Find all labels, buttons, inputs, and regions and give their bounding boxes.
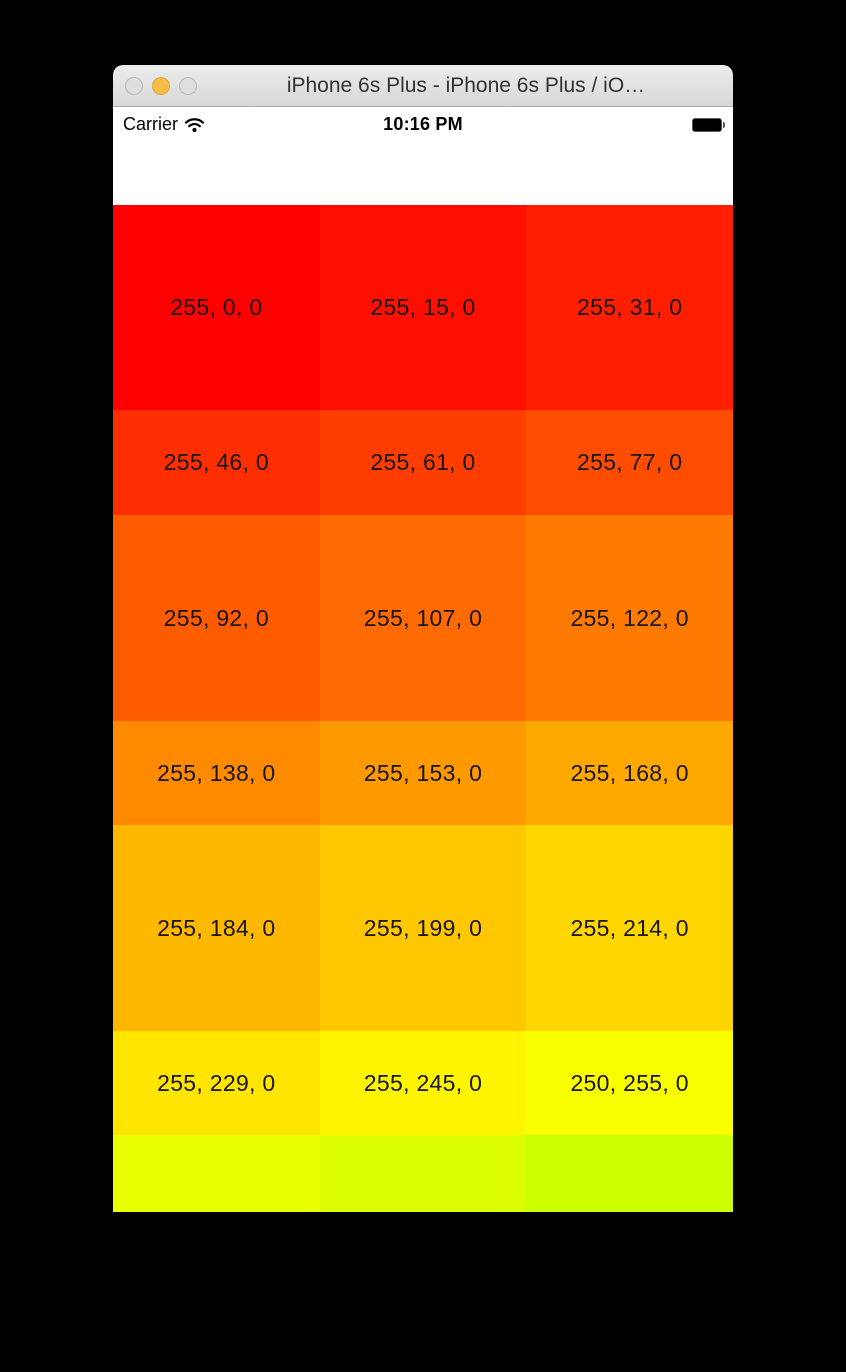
color-cell-label: 255, 229, 0 — [157, 1069, 276, 1096]
color-cell[interactable]: 255, 31, 0 — [526, 205, 734, 410]
color-cell[interactable]: 255, 46, 0 — [113, 410, 320, 515]
color-cell[interactable] — [526, 1135, 734, 1212]
window-title: iPhone 6s Plus - iPhone 6s Plus / iO… — [286, 73, 646, 97]
grid-row: 255, 138, 0 255, 153, 0 255, 168, 0 — [113, 721, 734, 825]
color-cell[interactable]: 255, 184, 0 — [113, 825, 320, 1031]
grid-row — [113, 1135, 734, 1212]
color-cell-label: 255, 184, 0 — [157, 914, 276, 941]
color-cell[interactable]: 255, 92, 0 — [113, 515, 320, 721]
color-cell-label: 250, 255, 0 — [570, 1069, 689, 1096]
color-cell[interactable]: 255, 229, 0 — [113, 1031, 320, 1135]
color-cell[interactable]: 255, 153, 0 — [319, 721, 527, 825]
grid-row: 255, 229, 0 255, 245, 0 250, 255, 0 — [113, 1031, 734, 1135]
status-bar-gap — [113, 140, 733, 205]
color-cell[interactable] — [319, 1135, 527, 1212]
color-cell[interactable]: 255, 168, 0 — [526, 721, 734, 825]
grid-row: 255, 0, 0 255, 15, 0 255, 31, 0 — [113, 205, 734, 410]
window-titlebar[interactable]: iPhone 6s Plus - iPhone 6s Plus / iO… — [113, 65, 733, 107]
clock-label: 10:16 PM — [383, 114, 463, 134]
minimize-button[interactable] — [152, 76, 170, 95]
color-cell-label: 255, 122, 0 — [570, 604, 689, 631]
color-cell-label: 255, 61, 0 — [370, 449, 476, 475]
color-cell[interactable]: 255, 199, 0 — [319, 825, 527, 1031]
color-cell-label: 255, 0, 0 — [170, 294, 263, 320]
color-cell-label: 255, 92, 0 — [163, 604, 269, 631]
color-cell[interactable]: 255, 15, 0 — [319, 205, 527, 410]
grid-row: 255, 184, 0 255, 199, 0 255, 214, 0 — [113, 825, 734, 1031]
color-cell-label: 255, 46, 0 — [163, 449, 269, 475]
color-cell-label: 255, 107, 0 — [363, 604, 483, 631]
color-cell[interactable]: 255, 61, 0 — [319, 410, 527, 515]
color-cell[interactable]: 255, 0, 0 — [113, 205, 320, 410]
status-bar-left: Carrier — [123, 114, 205, 135]
color-cell-label: 255, 245, 0 — [363, 1069, 483, 1096]
color-cell-label: 255, 31, 0 — [577, 294, 683, 320]
battery-full-icon — [692, 117, 725, 132]
color-cell-label: 255, 199, 0 — [363, 914, 483, 941]
color-cell[interactable]: 255, 77, 0 — [526, 410, 734, 515]
color-cell[interactable]: 255, 107, 0 — [319, 515, 527, 721]
color-cell[interactable]: 255, 122, 0 — [526, 515, 734, 721]
close-button[interactable] — [125, 76, 143, 95]
grid-row: 255, 92, 0 255, 107, 0 255, 122, 0 — [113, 515, 734, 721]
status-bar: Carrier 10:16 PM — [113, 107, 733, 140]
color-cell-label: 255, 77, 0 — [577, 449, 683, 475]
color-cell[interactable]: 250, 255, 0 — [526, 1031, 734, 1135]
traffic-light-buttons — [125, 76, 197, 95]
color-cell[interactable]: 255, 245, 0 — [319, 1031, 527, 1135]
device-screen: Carrier 10:16 PM 255, 0, 0 255, 15, 0 255,… — [113, 107, 734, 1212]
wifi-icon — [184, 117, 205, 132]
grid-row: 255, 46, 0 255, 61, 0 255, 77, 0 — [113, 410, 734, 515]
color-cell-label: 255, 138, 0 — [157, 759, 276, 786]
color-cell-label: 255, 153, 0 — [363, 759, 483, 786]
color-cell[interactable] — [113, 1135, 320, 1212]
carrier-label: Carrier — [123, 114, 179, 134]
color-cell[interactable]: 255, 138, 0 — [113, 721, 320, 825]
zoom-button[interactable] — [179, 76, 197, 95]
color-cell-label: 255, 214, 0 — [570, 914, 689, 941]
color-cell[interactable]: 255, 214, 0 — [526, 825, 734, 1031]
color-cell-label: 255, 168, 0 — [570, 759, 689, 786]
color-cell-label: 255, 15, 0 — [370, 294, 476, 320]
simulator-window: iPhone 6s Plus - iPhone 6s Plus / iO… Ca… — [113, 65, 734, 1212]
